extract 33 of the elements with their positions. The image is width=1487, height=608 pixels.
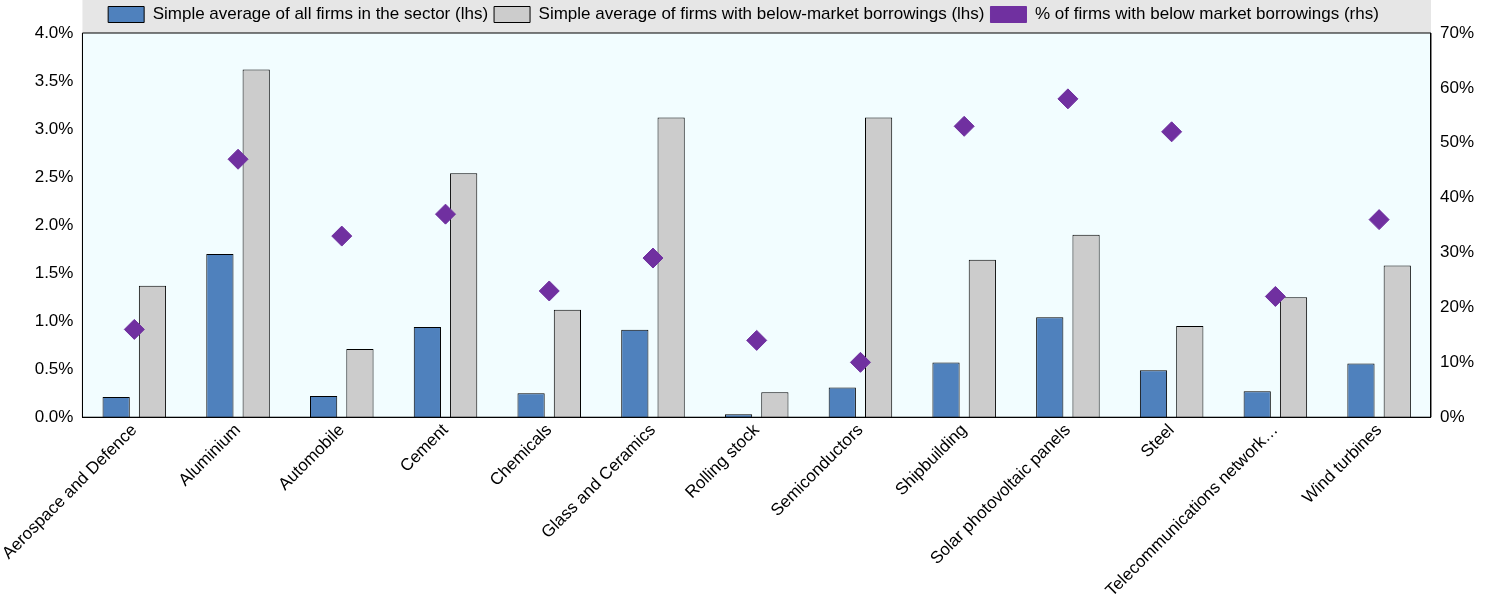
point <box>227 148 249 170</box>
point <box>1368 209 1390 231</box>
y-tick-label: 1.5% <box>34 262 74 282</box>
y-tick-label: 4.0% <box>34 22 74 42</box>
y-tick-label: 3.0% <box>34 118 74 138</box>
point <box>746 329 768 351</box>
y-tick-label: 2.5% <box>34 166 74 186</box>
y2-tick-label: 40% <box>1439 187 1475 207</box>
point <box>1161 121 1183 143</box>
point <box>1057 88 1079 110</box>
point <box>435 203 457 225</box>
y-tick-label: 0.0% <box>34 406 74 426</box>
point <box>331 225 353 247</box>
y2-tick-label: 20% <box>1439 297 1475 317</box>
y-tick-label: 1.0% <box>34 310 74 330</box>
point <box>953 115 975 137</box>
y2-tick-label: 60% <box>1439 77 1475 97</box>
legend-label: % of firms with below market borrowings (rhs) <box>1034 4 1379 24</box>
y2-tick-label: 10% <box>1439 352 1475 372</box>
legend-label: Simple average of all firms in the sector (lhs) <box>152 4 489 24</box>
y2-tick-label: 70% <box>1439 22 1475 42</box>
point <box>1264 285 1286 307</box>
point <box>538 280 560 302</box>
point <box>849 351 871 373</box>
y2-tick-label: 50% <box>1439 132 1475 152</box>
legend-label: Simple average of firms with below-market borrowings (lhs) <box>538 4 985 24</box>
y-tick-label: 3.5% <box>34 70 74 90</box>
y2-tick-label: 0% <box>1439 406 1465 426</box>
point <box>642 247 664 269</box>
y-tick-label: 0.5% <box>34 358 74 378</box>
point <box>123 318 145 340</box>
y-tick-label: 2.0% <box>34 214 74 234</box>
y2-tick-label: 30% <box>1439 242 1475 262</box>
